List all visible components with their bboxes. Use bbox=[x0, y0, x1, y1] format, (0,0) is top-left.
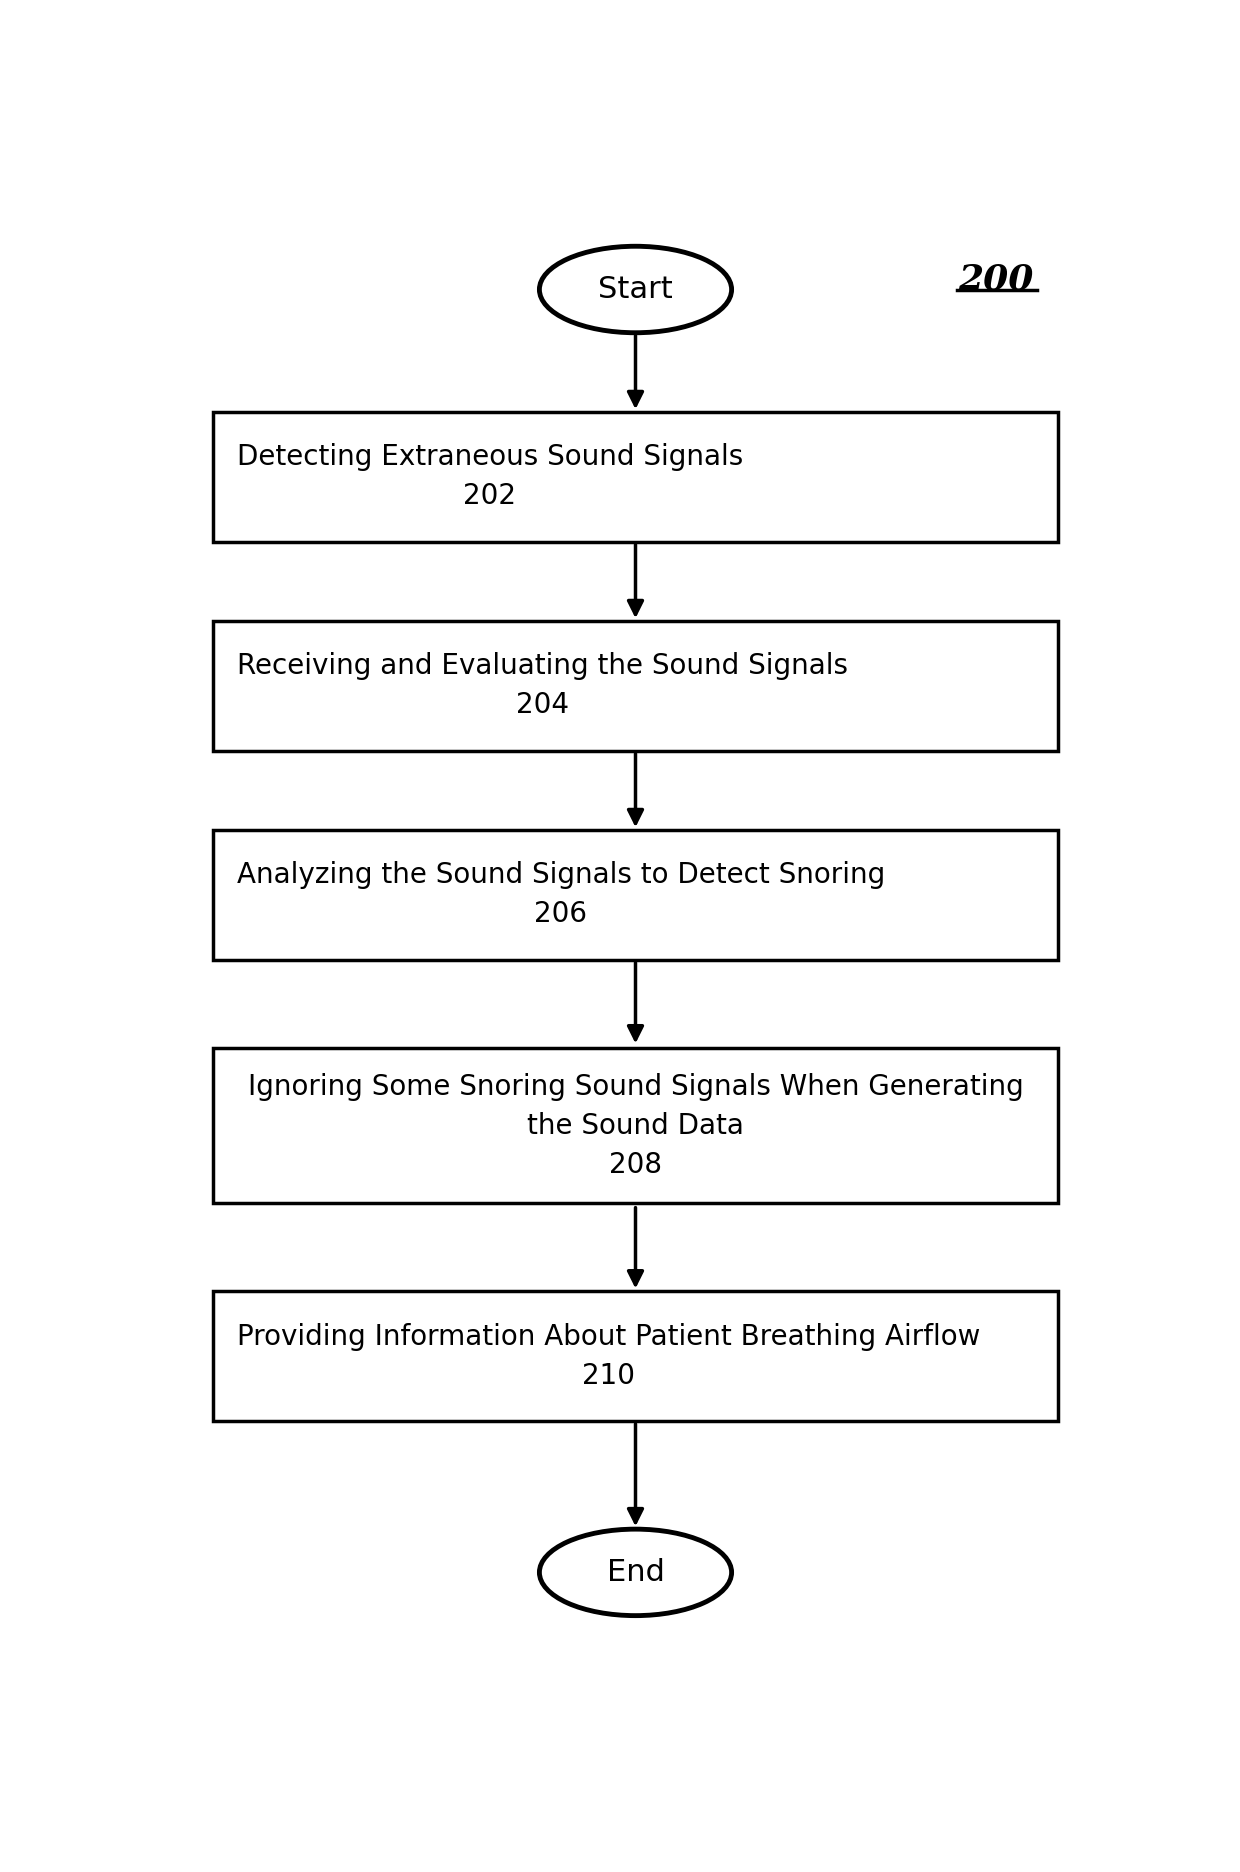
FancyBboxPatch shape bbox=[213, 829, 1058, 960]
Text: Analyzing the Sound Signals to Detect Snoring
206: Analyzing the Sound Signals to Detect Sn… bbox=[237, 861, 885, 929]
Text: End: End bbox=[606, 1558, 665, 1587]
Text: Providing Information About Patient Breathing Airflow
210: Providing Information About Patient Brea… bbox=[237, 1324, 980, 1389]
Ellipse shape bbox=[539, 1529, 732, 1616]
Text: Receiving and Evaluating the Sound Signals
204: Receiving and Evaluating the Sound Signa… bbox=[237, 653, 848, 719]
Text: 200: 200 bbox=[959, 262, 1034, 296]
Text: Detecting Extraneous Sound Signals
202: Detecting Extraneous Sound Signals 202 bbox=[237, 444, 743, 511]
Text: Ignoring Some Snoring Sound Signals When Generating
the Sound Data
208: Ignoring Some Snoring Sound Signals When… bbox=[248, 1073, 1023, 1179]
FancyBboxPatch shape bbox=[213, 1292, 1058, 1421]
FancyBboxPatch shape bbox=[213, 412, 1058, 541]
FancyBboxPatch shape bbox=[213, 622, 1058, 751]
FancyBboxPatch shape bbox=[213, 1048, 1058, 1204]
Ellipse shape bbox=[539, 247, 732, 333]
Text: Start: Start bbox=[598, 275, 673, 303]
